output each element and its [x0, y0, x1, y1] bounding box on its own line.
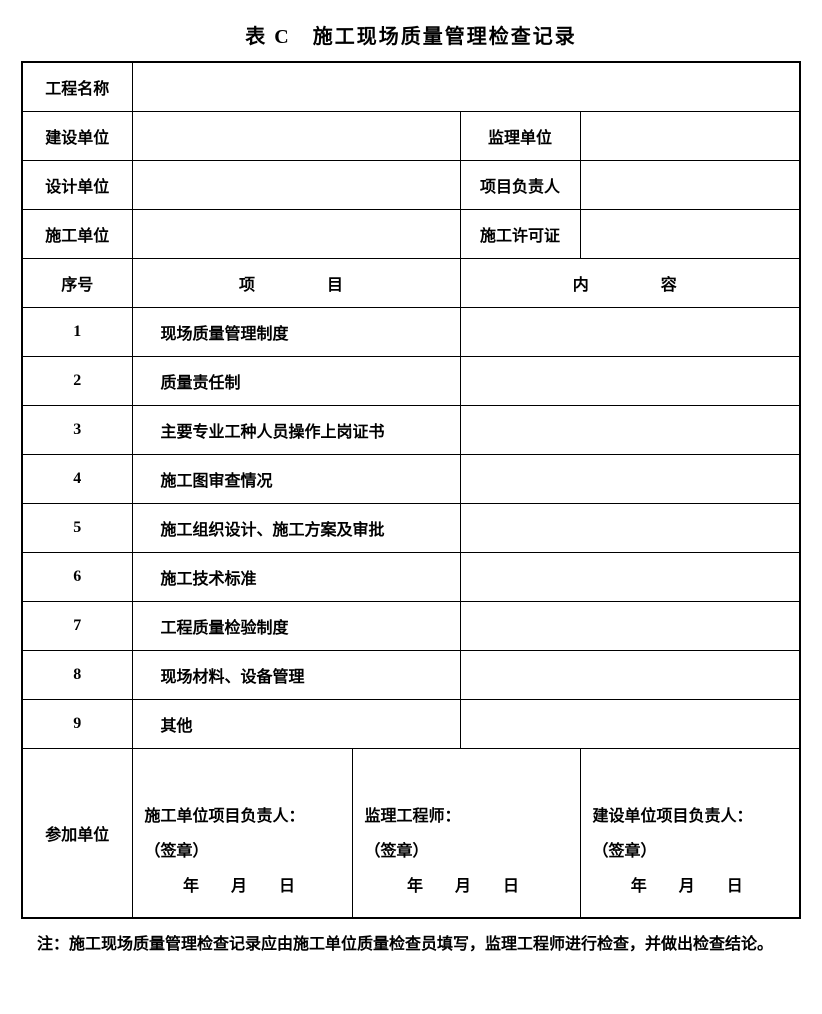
item-name: 质量责任制 — [132, 357, 460, 406]
value-project-name — [132, 62, 800, 112]
sig-block-supervisor: 监理工程师： （签章） 年 月 日 — [352, 749, 580, 918]
sig-date: 年 月 日 — [593, 869, 790, 904]
item-seq: 4 — [22, 455, 132, 504]
value-supervision-unit — [580, 112, 800, 161]
item-row: 2 质量责任制 — [22, 357, 800, 406]
label-construction-unit: 建设单位 — [22, 112, 132, 161]
item-name: 现场材料、设备管理 — [132, 651, 460, 700]
item-name: 施工组织设计、施工方案及审批 — [132, 504, 460, 553]
label-permit: 施工许可证 — [460, 210, 580, 259]
item-seq: 3 — [22, 406, 132, 455]
sig-seal: （签章） — [593, 834, 790, 869]
table-title: 表 C 施工现场质量管理检查记录 — [20, 20, 802, 49]
sig-seal: （签章） — [365, 834, 570, 869]
item-content — [460, 602, 800, 651]
sig-date: 年 月 日 — [365, 869, 570, 904]
sig-role: 施工单位项目负责人： — [145, 799, 342, 834]
item-content — [460, 700, 800, 749]
item-content — [460, 406, 800, 455]
item-row: 3 主要专业工种人员操作上岗证书 — [22, 406, 800, 455]
item-content — [460, 553, 800, 602]
row-signatures: 参加单位 施工单位项目负责人： （签章） 年 月 日 监理工程师： （签章） 年… — [22, 749, 800, 918]
item-name: 现场质量管理制度 — [132, 308, 460, 357]
row-column-headers: 序号 项 目 内 容 — [22, 259, 800, 308]
item-content — [460, 651, 800, 700]
row-project-name: 工程名称 — [22, 62, 800, 112]
label-project-manager: 项目负责人 — [460, 161, 580, 210]
label-design-unit: 设计单位 — [22, 161, 132, 210]
item-name: 主要专业工种人员操作上岗证书 — [132, 406, 460, 455]
value-design-unit — [132, 161, 460, 210]
sig-role: 监理工程师： — [365, 799, 570, 834]
sig-block-owner: 建设单位项目负责人： （签章） 年 月 日 — [580, 749, 800, 918]
item-content — [460, 504, 800, 553]
row-construction-unit: 建设单位 监理单位 — [22, 112, 800, 161]
inspection-table: 工程名称 建设单位 监理单位 设计单位 项目负责人 施工单位 施工许可证 序号 … — [21, 61, 801, 919]
item-seq: 1 — [22, 308, 132, 357]
header-item: 项 目 — [132, 259, 460, 308]
sig-date: 年 月 日 — [145, 869, 342, 904]
item-content — [460, 357, 800, 406]
item-name: 施工技术标准 — [132, 553, 460, 602]
row-design-unit: 设计单位 项目负责人 — [22, 161, 800, 210]
sig-role: 建设单位项目负责人： — [593, 799, 790, 834]
item-row: 9 其他 — [22, 700, 800, 749]
header-seq: 序号 — [22, 259, 132, 308]
label-project-name: 工程名称 — [22, 62, 132, 112]
value-builder-unit — [132, 210, 460, 259]
sig-seal: （签章） — [145, 834, 342, 869]
value-construction-unit — [132, 112, 460, 161]
item-content — [460, 308, 800, 357]
item-seq: 9 — [22, 700, 132, 749]
label-supervision-unit: 监理单位 — [460, 112, 580, 161]
item-seq: 5 — [22, 504, 132, 553]
item-name: 工程质量检验制度 — [132, 602, 460, 651]
item-row: 1 现场质量管理制度 — [22, 308, 800, 357]
value-permit — [580, 210, 800, 259]
item-row: 4 施工图审查情况 — [22, 455, 800, 504]
footnote-container: 注：施工现场质量管理检查记录应由施工单位质量检查员填写，监理工程师进行检查，并做… — [21, 929, 801, 961]
item-seq: 6 — [22, 553, 132, 602]
item-row: 6 施工技术标准 — [22, 553, 800, 602]
value-project-manager — [580, 161, 800, 210]
item-seq: 7 — [22, 602, 132, 651]
row-builder-unit: 施工单位 施工许可证 — [22, 210, 800, 259]
item-content — [460, 455, 800, 504]
item-seq: 8 — [22, 651, 132, 700]
item-name: 施工图审查情况 — [132, 455, 460, 504]
label-participants: 参加单位 — [22, 749, 132, 918]
item-row: 8 现场材料、设备管理 — [22, 651, 800, 700]
footnote-text: 注：施工现场质量管理检查记录应由施工单位质量检查员填写，监理工程师进行检查，并做… — [37, 929, 801, 961]
item-seq: 2 — [22, 357, 132, 406]
item-row: 7 工程质量检验制度 — [22, 602, 800, 651]
item-name: 其他 — [132, 700, 460, 749]
label-builder-unit: 施工单位 — [22, 210, 132, 259]
item-row: 5 施工组织设计、施工方案及审批 — [22, 504, 800, 553]
header-content: 内 容 — [460, 259, 800, 308]
sig-block-builder: 施工单位项目负责人： （签章） 年 月 日 — [132, 749, 352, 918]
